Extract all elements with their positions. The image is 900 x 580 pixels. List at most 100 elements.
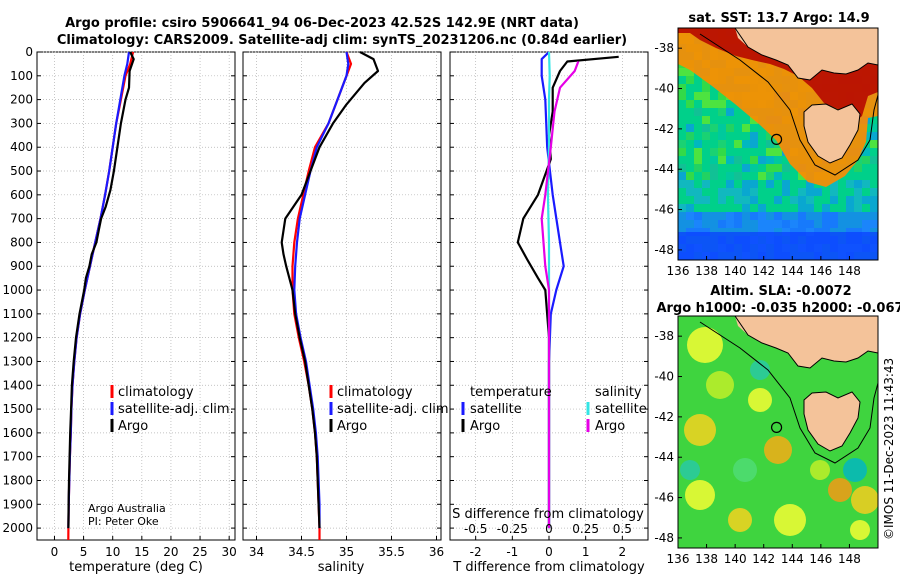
- sst-pixel: [870, 188, 878, 196]
- sla-anomaly-blob: [810, 460, 830, 480]
- sst-pixel: [694, 164, 702, 172]
- sst-map: sat. SST: 13.7 Argo: 14.9 136 138 140 142 14…: [654, 11, 879, 278]
- sst-pixel: [750, 140, 758, 148]
- sla-tasmania: [804, 392, 860, 451]
- map-x-tick-label: 144: [781, 264, 804, 278]
- sst-pixel: [734, 172, 742, 180]
- sla-anomaly-blob: [750, 360, 770, 380]
- sla-anomaly-blob: [687, 327, 723, 363]
- s-difference-tick-label: 0: [545, 522, 553, 536]
- sla-anomaly-blob: [774, 504, 806, 536]
- annotation-pi: PI: Peter Oke: [88, 515, 159, 528]
- sla-anomaly-blob: [728, 508, 752, 532]
- sst-pixel: [718, 100, 726, 108]
- sst-pixel: [830, 188, 838, 196]
- sst-pixel: [702, 180, 710, 188]
- x-tick-label: 10: [105, 545, 120, 559]
- depth-tick-label: 1200: [2, 331, 33, 345]
- sst-pixel: [710, 156, 718, 164]
- legend-argo-label: Argo: [337, 419, 367, 434]
- legend-satellite-label: satellite-adj. clim.: [337, 402, 453, 417]
- map-y-tick-label: -48: [654, 243, 674, 257]
- legend-satellite-label: satellite-adj. clim.: [118, 402, 234, 417]
- sst-pixel: [846, 180, 854, 188]
- imos-timestamp: ©IMOS 11-Dec-2023 11:43:43: [882, 358, 896, 540]
- sst-pixel: [774, 156, 782, 164]
- sst-pixel: [774, 164, 782, 172]
- sst-pixel: [686, 180, 694, 188]
- sst-pixel: [718, 148, 726, 156]
- sst-pixel: [710, 148, 718, 156]
- sst-pixel: [726, 156, 734, 164]
- sst-pixel: [742, 188, 750, 196]
- map-x-tick-label: 136: [667, 552, 690, 566]
- legend-climatology-label: climatology: [118, 385, 194, 400]
- sst-pixel: [678, 84, 686, 92]
- sst-map-title: sat. SST: 13.7 Argo: 14.9: [688, 11, 869, 26]
- sst-pixel: [702, 196, 710, 204]
- x-tick-label: 2: [619, 545, 627, 559]
- series-line-s-argo: [540, 61, 580, 529]
- map-x-tick-label: 136: [667, 264, 690, 278]
- sst-pixel: [870, 132, 878, 140]
- sst-pixel: [742, 124, 750, 132]
- sst-pixel: [678, 172, 686, 180]
- x-tick-label: -1: [506, 545, 518, 559]
- depth-tick-label: 1100: [2, 307, 33, 321]
- sst-pixel: [686, 68, 694, 76]
- legend-t-argo-label: Argo: [470, 419, 500, 434]
- sst-pixel: [726, 188, 734, 196]
- depth-tick-label: 1800: [2, 473, 33, 487]
- sst-pixel: [854, 196, 862, 204]
- sst-pixel: [774, 148, 782, 156]
- map-y-tick-label: -44: [654, 162, 674, 176]
- sst-pixel: [862, 180, 870, 188]
- map-x-tick-label: 144: [781, 552, 804, 566]
- depth-tick-label: 500: [10, 164, 33, 178]
- salinity-xlabel: salinity: [318, 560, 365, 575]
- map-x-tick-label: 148: [838, 552, 861, 566]
- sla-anomaly-blob: [764, 436, 792, 464]
- map-y-tick-label: -42: [654, 122, 674, 136]
- difference-panel: -2 -1 0 1 2 -0.5 -0.25 0 0.25 0.5 S difference fr…: [449, 51, 649, 575]
- sst-pixel: [854, 164, 862, 172]
- sst-pixel: [710, 164, 718, 172]
- sst-pixel: [678, 148, 686, 156]
- depth-tick-label: 800: [10, 235, 33, 249]
- x-tick-label: 34.5: [288, 545, 315, 559]
- sst-pixel: [854, 204, 862, 212]
- sst-pixel: [742, 164, 750, 172]
- map-y-tick-label: -48: [654, 531, 674, 545]
- sst-pixel: [718, 196, 726, 204]
- sst-pixel: [702, 92, 710, 100]
- legend-s-satellite-label: satellite: [595, 402, 647, 417]
- sst-pixel: [830, 180, 838, 188]
- sst-pixel: [822, 204, 830, 212]
- salinity-panel: 34 34.5 35 35.5 36 salinity climatology sate…: [242, 51, 453, 575]
- sla-map-subtitle: Argo h1000: -0.035 h2000: -0.067: [656, 301, 900, 316]
- sst-pixel: [806, 196, 814, 204]
- sst-pixel: [846, 204, 854, 212]
- sst-pixel: [814, 188, 822, 196]
- sst-pixel: [766, 132, 774, 140]
- sst-pixel: [718, 140, 726, 148]
- sst-pixel: [718, 92, 726, 100]
- sst-pixel: [686, 204, 694, 212]
- depth-tick-label: 900: [10, 259, 33, 273]
- sla-mainland-coast: [734, 316, 878, 369]
- sst-pixel: [702, 84, 710, 92]
- sst-pixel: [790, 196, 798, 204]
- map-y-tick-label: -46: [654, 203, 674, 217]
- sst-pixel: [750, 132, 758, 140]
- sst-pixel: [702, 116, 710, 124]
- sst-pixel: [686, 188, 694, 196]
- x-tick-label: 34: [249, 545, 264, 559]
- series-line-t-argo: [516, 55, 619, 529]
- sst-pixel: [750, 196, 758, 204]
- sst-pixel: [806, 204, 814, 212]
- sst-pixel: [702, 132, 710, 140]
- depth-tick-label: 300: [10, 116, 33, 130]
- sla-anomaly-blob: [706, 371, 734, 399]
- depth-tick-label: 1500: [2, 402, 33, 416]
- sst-pixel: [758, 156, 766, 164]
